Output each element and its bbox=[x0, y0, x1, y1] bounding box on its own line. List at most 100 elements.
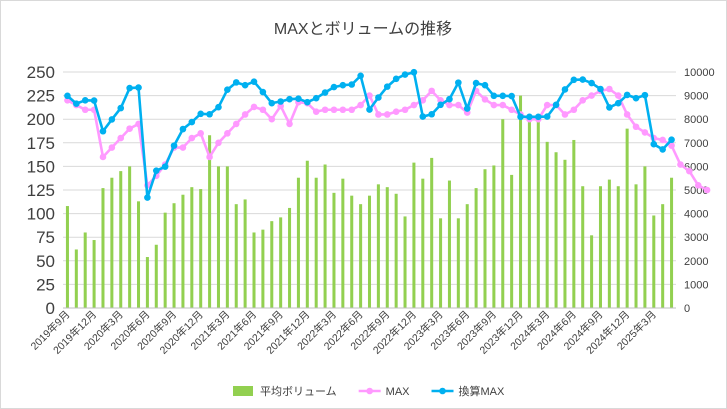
bar bbox=[270, 221, 274, 308]
max-point bbox=[632, 123, 640, 131]
converted-max-point bbox=[286, 95, 293, 103]
converted-max-point bbox=[135, 84, 142, 91]
converted-max-point bbox=[357, 72, 364, 80]
converted-max-point bbox=[330, 83, 338, 91]
bar bbox=[590, 235, 594, 308]
max-point bbox=[410, 101, 418, 109]
max-point bbox=[215, 139, 222, 147]
converted-max-point bbox=[197, 110, 205, 118]
bar bbox=[341, 178, 345, 308]
converted-max-point bbox=[188, 118, 196, 126]
max-line bbox=[66, 87, 708, 192]
y-left-tick-label: 25 bbox=[36, 275, 55, 294]
max-point bbox=[99, 153, 107, 161]
converted-max-point bbox=[152, 167, 160, 174]
max-point bbox=[614, 92, 622, 99]
bar bbox=[74, 249, 78, 308]
max-point bbox=[286, 120, 293, 128]
y-right-tick-label: 9000 bbox=[684, 91, 708, 103]
y-right-tick-label: 3000 bbox=[684, 232, 708, 244]
max-point bbox=[206, 153, 213, 161]
legend-bar-swatch bbox=[233, 386, 253, 396]
legend-marker bbox=[366, 387, 373, 395]
y-left-tick-label: 225 bbox=[27, 87, 55, 106]
bar bbox=[261, 229, 265, 308]
max-point bbox=[339, 106, 347, 114]
bar bbox=[367, 195, 372, 308]
bar bbox=[314, 177, 318, 308]
bar bbox=[181, 194, 185, 308]
y-right-tick-label: 2000 bbox=[684, 256, 708, 268]
converted-max-line bbox=[66, 70, 673, 199]
converted-max-point bbox=[259, 88, 267, 96]
bar bbox=[616, 186, 620, 308]
max-point bbox=[383, 111, 391, 118]
max-point bbox=[686, 167, 693, 175]
converted-max-point bbox=[321, 89, 329, 96]
max-point bbox=[570, 106, 578, 114]
y-right-tick-label: 7000 bbox=[684, 138, 708, 150]
bar bbox=[225, 166, 229, 308]
max-point bbox=[241, 111, 249, 118]
bar bbox=[519, 95, 523, 308]
converted-max-point bbox=[126, 84, 133, 92]
bar bbox=[403, 216, 407, 308]
converted-max-point bbox=[99, 127, 107, 135]
bar bbox=[208, 135, 212, 308]
converted-max-point bbox=[410, 68, 418, 76]
bar bbox=[572, 139, 576, 308]
bar bbox=[643, 166, 647, 308]
converted-max-point bbox=[455, 79, 462, 86]
bar bbox=[154, 244, 158, 308]
converted-max-point bbox=[534, 113, 542, 121]
max-point bbox=[232, 120, 240, 128]
max-point bbox=[348, 106, 356, 114]
bar bbox=[279, 217, 283, 308]
converted-max-point bbox=[543, 113, 551, 120]
legend-label: MAX bbox=[386, 386, 411, 398]
bar bbox=[137, 201, 141, 308]
converted-max-point bbox=[472, 79, 480, 87]
converted-max-point bbox=[588, 79, 595, 87]
y-right-tick-label: 8000 bbox=[684, 114, 708, 126]
max-point bbox=[250, 103, 258, 111]
bar bbox=[305, 160, 309, 308]
converted-max-point bbox=[668, 136, 675, 144]
legend-marker bbox=[439, 387, 446, 395]
converted-max-point bbox=[552, 101, 560, 109]
converted-max-point bbox=[241, 81, 249, 89]
max-point bbox=[375, 111, 382, 118]
max-point bbox=[259, 106, 267, 114]
converted-max-point bbox=[517, 113, 524, 121]
converted-max-point bbox=[73, 100, 80, 107]
y-left-tick-label: 150 bbox=[27, 157, 55, 176]
converted-max-point bbox=[561, 86, 569, 93]
converted-max-point bbox=[659, 146, 666, 153]
converted-max-point bbox=[348, 81, 356, 88]
max-point bbox=[224, 130, 231, 137]
bar bbox=[101, 188, 105, 308]
max-point bbox=[357, 101, 364, 109]
bar bbox=[110, 177, 114, 308]
bar bbox=[456, 218, 460, 308]
converted-max-point bbox=[606, 104, 613, 111]
y-left-tick-label: 100 bbox=[27, 205, 55, 224]
bar bbox=[296, 177, 300, 308]
max-point bbox=[606, 85, 613, 93]
bar bbox=[376, 184, 380, 308]
converted-max-point bbox=[81, 97, 89, 104]
y-left-tick-label: 125 bbox=[27, 181, 55, 200]
bar bbox=[447, 180, 451, 308]
bar bbox=[430, 157, 434, 308]
max-point bbox=[703, 186, 711, 194]
max-point bbox=[455, 101, 462, 109]
bar bbox=[661, 204, 665, 308]
bar bbox=[527, 114, 531, 308]
max-point bbox=[179, 144, 187, 151]
converted-max-point bbox=[170, 142, 178, 149]
y-right-tick-label: 0 bbox=[684, 303, 690, 315]
max-point bbox=[126, 125, 133, 132]
bar bbox=[243, 199, 247, 308]
bar bbox=[607, 179, 611, 308]
